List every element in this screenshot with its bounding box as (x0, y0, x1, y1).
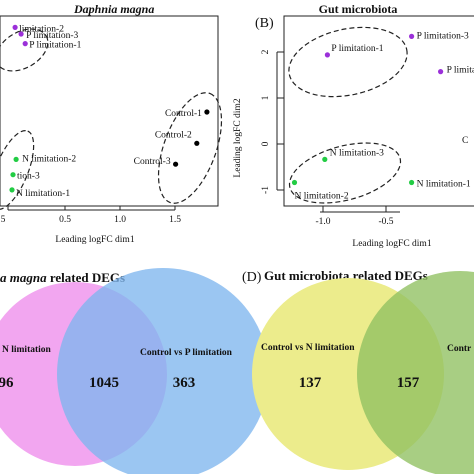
panel-a: Daphnia magna 5 0.5 1.0 1.5 Leading logF… (0, 2, 223, 245)
panel-c-right-set-circle (57, 268, 269, 474)
panel-c-title-italic: a magna (0, 270, 47, 285)
panel-d-left-set-label: Control vs N limitation (261, 343, 355, 353)
panel-b-y-tick-label: 2 (261, 49, 271, 54)
data-point (409, 179, 415, 186)
data-point-label: Control-3 (134, 157, 171, 167)
panel-b-y-axis-label: Leading logFC dim2 (233, 98, 243, 177)
panel-b-y-tick-label: 0 (261, 141, 271, 146)
panel-c-right-set-label: Control vs P limitation (140, 348, 233, 358)
panel-a-points: limitation-2P limitation-3P limitation-1… (9, 24, 210, 199)
panel-b-cluster-ellipse-n (288, 142, 402, 204)
panel-a-frame (0, 15, 219, 207)
panel-b-y-tick-label: -1 (261, 186, 271, 194)
data-point (9, 187, 15, 193)
data-point-label: P limitation-1 (29, 41, 81, 51)
panel-b-x-axis: -1.0 -0.5 Leading logFC dim1 (315, 206, 432, 249)
data-point (194, 140, 200, 146)
panel-c-left-set-label: N limitation (2, 345, 52, 355)
data-point-label: P limitation-3 (26, 31, 78, 41)
panel-a-x-axis-label: Leading logFC dim1 (55, 235, 134, 245)
panel-c: a magna related DEGs N limitation Contro… (0, 268, 269, 474)
panel-d-title: Gut microbiota related DEGs (264, 268, 428, 283)
panel-a-x-axis: 5 0.5 1.0 1.5 Leading logFC dim1 (1, 206, 181, 245)
data-point (324, 52, 330, 58)
panel-b-y-axis: -1 0 1 2 (261, 49, 284, 194)
data-point (22, 41, 28, 47)
panel-c-title: a magna related DEGs (0, 270, 125, 285)
panel-d-right-set-circle (357, 271, 474, 474)
panel-a-cluster-ellipse-n (0, 129, 35, 211)
data-point (204, 109, 210, 115)
panel-a-x-tick-label: 0.5 (59, 215, 71, 225)
panel-c-both-count: 1045 (89, 375, 119, 391)
data-point (322, 156, 328, 162)
data-point-label: P limitation-2 (447, 66, 474, 76)
data-point-label: N limitation-1 (16, 189, 70, 199)
panel-d-both-count: 157 (397, 375, 420, 391)
data-point-label: limitation-2 (19, 24, 64, 34)
panel-b-y-tick-label: 1 (261, 95, 271, 100)
panel-b-cut-label: C (462, 136, 468, 146)
data-point (18, 31, 24, 37)
panel-a-title: Daphnia magna (73, 2, 154, 16)
data-point (291, 179, 298, 186)
panel-d-letter: (D) (242, 270, 262, 285)
data-point-label: P limitation-3 (417, 31, 469, 41)
panel-b-x-tick-label: -1.0 (315, 217, 330, 227)
panel-b-frame (283, 15, 474, 207)
panel-d-left-only-count: 137 (299, 375, 322, 391)
panel-b-points: P limitation-3 P limitation-1 P limitation… (291, 31, 474, 202)
panel-a-x-tick-label: 5 (1, 215, 6, 225)
panel-a-x-tick-label: 1.0 (114, 215, 126, 225)
panel-b-x-tick-label: -0.5 (378, 217, 393, 227)
data-point-label: P limitation-1 (331, 44, 383, 54)
panel-c-left-only-count: 96 (0, 375, 14, 391)
data-point-label: Control-2 (155, 130, 192, 140)
data-point (438, 69, 444, 75)
panel-b: (B) Gut microbiota Leading logFC dim2 -1… (233, 2, 474, 249)
panel-c-right-only-count: 363 (173, 375, 196, 391)
panel-a-x-tick-label: 1.5 (169, 215, 181, 225)
data-point (173, 161, 179, 167)
panel-c-title-rest: related DEGs (47, 270, 125, 285)
panel-b-letter: (B) (255, 16, 274, 31)
data-point-label: N limitation-3 (330, 148, 384, 158)
data-point-label: N limitation-2 (22, 154, 76, 164)
panel-a-cluster-ellipse-control (157, 92, 223, 204)
data-point-label: N limitation-1 (417, 180, 471, 190)
panel-a-cluster-ellipse-p (0, 28, 49, 72)
panel-d-right-set-label: Contr (447, 344, 472, 354)
data-point (12, 24, 18, 30)
panel-b-cluster-ellipse-p (288, 26, 408, 98)
data-point-label: N limitation-2 (295, 192, 349, 202)
data-point (10, 172, 16, 178)
panel-b-x-axis-label: Leading logFC dim1 (352, 239, 431, 249)
data-point-label: Control-1 (165, 109, 202, 119)
data-point-label: tion-3 (17, 172, 40, 182)
data-point (13, 156, 19, 162)
panel-b-title: Gut microbiota (319, 2, 398, 16)
panel-d: (D) Gut microbiota related DEGs Control … (242, 268, 474, 474)
data-point (409, 33, 415, 40)
